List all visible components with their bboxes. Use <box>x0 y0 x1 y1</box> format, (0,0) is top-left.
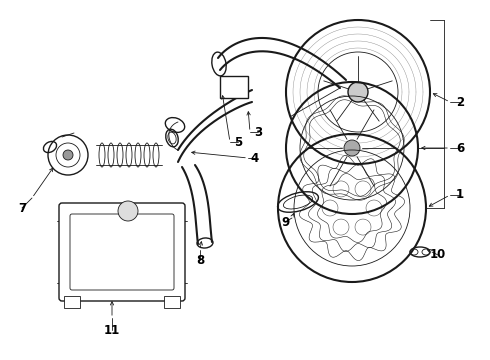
Bar <box>64 296 80 308</box>
Bar <box>220 76 248 98</box>
Text: 10: 10 <box>430 248 446 261</box>
Text: 7: 7 <box>18 202 26 215</box>
Bar <box>164 296 180 308</box>
Circle shape <box>118 201 138 221</box>
Circle shape <box>344 140 360 156</box>
Text: 3: 3 <box>254 126 262 139</box>
FancyBboxPatch shape <box>70 214 174 290</box>
FancyBboxPatch shape <box>59 203 185 301</box>
Text: 5: 5 <box>234 135 242 148</box>
Text: 2: 2 <box>456 95 464 108</box>
Circle shape <box>63 150 73 160</box>
Text: 11: 11 <box>104 324 120 337</box>
Text: 9: 9 <box>281 216 289 229</box>
Circle shape <box>348 82 368 102</box>
Text: 6: 6 <box>456 141 464 154</box>
Text: 8: 8 <box>196 253 204 266</box>
Text: 4: 4 <box>251 152 259 165</box>
Text: 1: 1 <box>456 189 464 202</box>
